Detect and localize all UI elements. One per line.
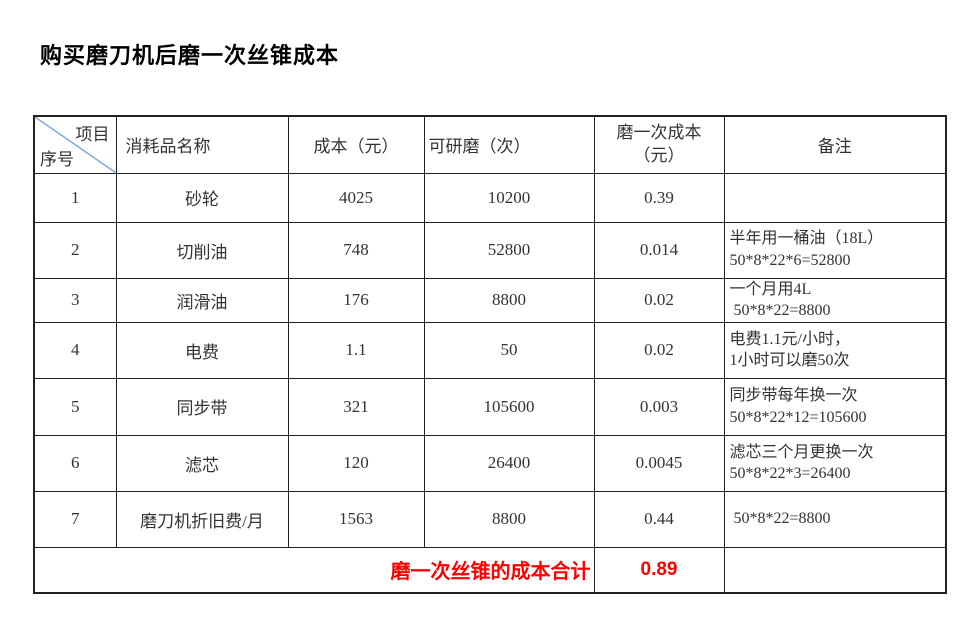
remark-line-2: 50*8*22*3=26400	[729, 465, 851, 483]
cell-unit-cost: 0.0045	[593, 434, 725, 492]
cell-no: 2	[33, 221, 117, 279]
table-row: 3 润滑油 176 8800 0.02 一个月用4L 50*8*22=8800	[33, 277, 947, 323]
cell-cost: 4025	[287, 172, 425, 223]
cell-times: 105600	[423, 377, 595, 436]
table-header: 项目 序号 消耗品名称 成本（元） 可研磨（次） 磨一次成本 （元） 备注	[33, 115, 947, 174]
remark-line-1: 半年用一桶油（18L）	[729, 230, 884, 248]
cell-cost: 1.1	[287, 321, 425, 379]
header-cost: 成本（元）	[287, 115, 425, 174]
cell-cost: 321	[287, 377, 425, 436]
header-corner-cell: 项目 序号	[33, 115, 117, 174]
cell-remark: 电费1.1元/小时， 1小时可以磨50次	[723, 321, 947, 379]
cell-remark	[723, 172, 947, 223]
cell-times: 26400	[423, 434, 595, 492]
table-row: 1 砂轮 4025 10200 0.39	[33, 172, 947, 223]
header-unit-cost: 磨一次成本 （元）	[593, 115, 725, 174]
table-row: 7 磨刀机折旧费/月 1563 8800 0.44 50*8*22=8800	[33, 490, 947, 548]
cell-remark: 一个月用4L 50*8*22=8800	[723, 277, 947, 323]
header-unit-cost-line1: 磨一次成本	[616, 122, 702, 142]
cell-no: 1	[33, 172, 117, 223]
cell-name: 切削油	[115, 221, 289, 279]
header-name: 消耗品名称	[115, 115, 289, 174]
remark-line-2: 50*8*22*6=52800	[729, 252, 851, 269]
cell-unit-cost: 0.003	[593, 377, 725, 436]
remark-line-1: 电费1.1元/小时，	[729, 330, 850, 348]
remark-line-1: 50*8*22=8800	[729, 510, 831, 528]
cell-times: 50	[423, 321, 595, 379]
total-label: 磨一次丝锥的成本合计	[33, 546, 595, 594]
total-remark-empty	[723, 546, 947, 594]
cell-no: 6	[33, 434, 117, 492]
cell-name: 同步带	[115, 377, 289, 436]
cell-name: 磨刀机折旧费/月	[115, 490, 289, 548]
cost-table: 项目 序号 消耗品名称 成本（元） 可研磨（次） 磨一次成本 （元） 备注 1 …	[33, 115, 947, 595]
remark-line-1: 滤芯三个月更换一次	[729, 443, 874, 461]
cell-remark: 50*8*22=8800	[723, 490, 947, 548]
remark-line-2: 1小时可以磨50次	[729, 352, 850, 370]
header-corner-bottom-label: 序号	[40, 149, 74, 169]
diagonal-divider	[35, 117, 115, 172]
cell-unit-cost: 0.02	[593, 277, 725, 323]
cell-cost: 1563	[287, 490, 425, 548]
cell-name: 砂轮	[115, 172, 289, 223]
cell-cost: 176	[287, 277, 425, 323]
header-corner-top-label: 项目	[75, 125, 110, 144]
page-title: 购买磨刀机后磨一次丝锥成本	[40, 43, 340, 68]
header-row: 项目 序号 消耗品名称 成本（元） 可研磨（次） 磨一次成本 （元） 备注	[33, 115, 947, 174]
cell-remark: 半年用一桶油（18L） 50*8*22*6=52800	[723, 221, 947, 279]
cell-cost: 120	[287, 434, 425, 492]
cell-times: 8800	[423, 277, 595, 323]
cell-name: 滤芯	[115, 434, 289, 492]
remark-line-2: 50*8*22*12=105600	[729, 408, 867, 426]
cell-times: 10200	[423, 172, 595, 223]
header-unit-cost-line2: （元）	[633, 145, 685, 165]
table-row: 4 电费 1.1 50 0.02 电费1.1元/小时， 1小时可以磨50次	[33, 321, 947, 379]
header-times: 可研磨（次）	[423, 115, 595, 174]
cell-times: 52800	[423, 221, 595, 279]
header-remark: 备注	[723, 115, 947, 174]
total-value: 0.89	[593, 546, 725, 594]
remark-line-1: 一个月用4L	[729, 280, 812, 298]
cell-name: 电费	[115, 321, 289, 379]
cell-no: 3	[33, 277, 117, 323]
cell-unit-cost: 0.02	[593, 321, 725, 379]
table-row: 5 同步带 321 105600 0.003 同步带每年换一次 50*8*22*…	[33, 377, 947, 436]
cell-times: 8800	[423, 490, 595, 548]
cell-unit-cost: 0.39	[593, 172, 725, 223]
remark-line-1: 同步带每年换一次	[729, 387, 858, 405]
table-row: 2 切削油 748 52800 0.014 半年用一桶油（18L） 50*8*2…	[33, 221, 947, 279]
cell-unit-cost: 0.44	[593, 490, 725, 548]
cell-remark: 同步带每年换一次 50*8*22*12=105600	[723, 377, 947, 436]
cell-name: 润滑油	[115, 277, 289, 323]
cell-no: 4	[33, 321, 117, 379]
table-row: 6 滤芯 120 26400 0.0045 滤芯三个月更换一次 50*8*22*…	[33, 434, 947, 492]
cell-remark: 滤芯三个月更换一次 50*8*22*3=26400	[723, 434, 947, 492]
cell-no: 7	[33, 490, 117, 548]
remark-line-2: 50*8*22=8800	[729, 302, 831, 320]
total-row: 磨一次丝锥的成本合计 0.89	[33, 546, 947, 594]
cell-cost: 748	[287, 221, 425, 279]
cell-unit-cost: 0.014	[593, 221, 725, 279]
cell-no: 5	[33, 377, 117, 436]
